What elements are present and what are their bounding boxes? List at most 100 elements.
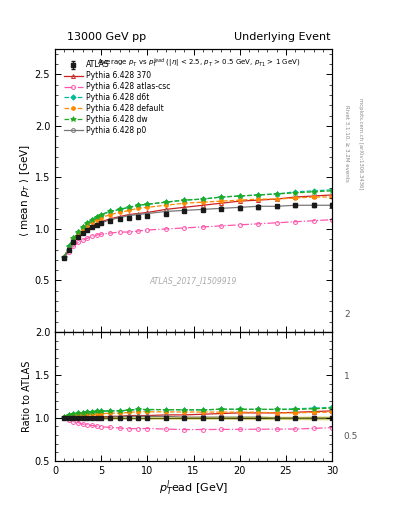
Pythia 6.428 p0 (90, 224, 94, 230)
Pythia 6.428 d6t (200, 196, 205, 202)
Pythia 6.428 dw (219, 194, 224, 200)
Pythia 6.428 atlas-csc (219, 223, 224, 229)
Pythia 6.428 d6t (311, 188, 316, 194)
Pythia 6.428 atlas-csc (66, 248, 71, 254)
Pythia 6.428 default (136, 205, 141, 211)
Pythia 6.428 d6t (182, 197, 187, 203)
Pythia 6.428 370 (99, 219, 104, 225)
Text: Underlying Event: Underlying Event (233, 32, 330, 42)
Pythia 6.428 atlas-csc (117, 229, 122, 235)
Pythia 6.428 p0 (293, 202, 298, 208)
Text: mcplots.cern.ch [arXiv:1306.3436]: mcplots.cern.ch [arXiv:1306.3436] (358, 98, 363, 189)
Pythia 6.428 dw (71, 235, 76, 241)
Pythia 6.428 370 (127, 211, 131, 218)
Pythia 6.428 default (127, 207, 131, 214)
Line: Pythia 6.428 default: Pythia 6.428 default (62, 195, 334, 259)
Pythia 6.428 default (182, 200, 187, 206)
Pythia 6.428 d6t (71, 235, 76, 241)
Pythia 6.428 default (311, 194, 316, 200)
Pythia 6.428 default (200, 199, 205, 205)
Pythia 6.428 dw (94, 214, 99, 220)
Pythia 6.428 d6t (127, 204, 131, 210)
Pythia 6.428 dw (117, 206, 122, 212)
Line: Pythia 6.428 370: Pythia 6.428 370 (62, 193, 334, 260)
Pythia 6.428 d6t (237, 193, 242, 199)
Pythia 6.428 atlas-csc (311, 218, 316, 224)
Pythia 6.428 370 (219, 200, 224, 206)
Pythia 6.428 atlas-csc (62, 255, 67, 261)
Pythia 6.428 370 (90, 223, 94, 229)
Pythia 6.428 dw (76, 229, 81, 235)
Pythia 6.428 370 (293, 194, 298, 200)
Pythia 6.428 default (274, 196, 279, 202)
Pythia 6.428 370 (71, 238, 76, 244)
Pythia 6.428 dw (81, 224, 85, 230)
Pythia 6.428 p0 (108, 217, 113, 223)
Pythia 6.428 dw (108, 208, 113, 215)
Pythia 6.428 p0 (71, 239, 76, 245)
Pythia 6.428 d6t (62, 254, 67, 260)
Text: 13000 GeV pp: 13000 GeV pp (67, 32, 146, 42)
Pythia 6.428 370 (94, 221, 99, 227)
Pythia 6.428 p0 (274, 203, 279, 209)
Pythia 6.428 p0 (85, 227, 90, 233)
X-axis label: $p_T^l$ead [GeV]: $p_T^l$ead [GeV] (159, 478, 228, 498)
Pythia 6.428 atlas-csc (94, 232, 99, 238)
Pythia 6.428 dw (90, 217, 94, 223)
Pythia 6.428 atlas-csc (293, 219, 298, 225)
Pythia 6.428 370 (76, 233, 81, 239)
Pythia 6.428 atlas-csc (200, 224, 205, 230)
Pythia 6.428 d6t (81, 224, 85, 230)
Pythia 6.428 default (219, 198, 224, 204)
Legend: ATLAS, Pythia 6.428 370, Pythia 6.428 atlas-csc, Pythia 6.428 d6t, Pythia 6.428 : ATLAS, Pythia 6.428 370, Pythia 6.428 at… (62, 58, 173, 137)
Pythia 6.428 default (85, 222, 90, 228)
Text: ATLAS_2017_I1509919: ATLAS_2017_I1509919 (150, 276, 237, 286)
Pythia 6.428 atlas-csc (71, 243, 76, 249)
Pythia 6.428 default (237, 197, 242, 203)
Text: Rivet 3.1.10, ≥ 3.2M events: Rivet 3.1.10, ≥ 3.2M events (344, 105, 349, 182)
Pythia 6.428 default (71, 236, 76, 242)
Pythia 6.428 default (163, 202, 168, 208)
Pythia 6.428 default (94, 217, 99, 223)
Pythia 6.428 dw (182, 197, 187, 203)
Pythia 6.428 d6t (90, 217, 94, 223)
Pythia 6.428 p0 (76, 234, 81, 240)
Pythia 6.428 dw (127, 204, 131, 210)
Pythia 6.428 d6t (256, 192, 261, 198)
Text: 2: 2 (344, 310, 349, 319)
Pythia 6.428 p0 (182, 207, 187, 214)
Pythia 6.428 370 (163, 206, 168, 212)
Pythia 6.428 dw (163, 199, 168, 205)
Text: 0.5: 0.5 (344, 432, 358, 441)
Pythia 6.428 atlas-csc (81, 237, 85, 243)
Pythia 6.428 default (66, 244, 71, 250)
Pythia 6.428 dw (293, 190, 298, 196)
Pythia 6.428 p0 (219, 205, 224, 211)
Pythia 6.428 default (76, 230, 81, 236)
Pythia 6.428 dw (62, 254, 67, 260)
Pythia 6.428 p0 (81, 230, 85, 236)
Pythia 6.428 dw (330, 188, 334, 194)
Pythia 6.428 atlas-csc (90, 233, 94, 239)
Pythia 6.428 default (117, 209, 122, 216)
Pythia 6.428 d6t (85, 220, 90, 226)
Pythia 6.428 dw (256, 192, 261, 198)
Text: Average $p_T$ vs $p_T^{lead}$ ($|\eta|$ < 2.5, $p_T$ > 0.5 GeV, $p_{T1}$ > 1 GeV: Average $p_T$ vs $p_T^{lead}$ ($|\eta|$ … (97, 57, 301, 71)
Pythia 6.428 370 (256, 197, 261, 203)
Pythia 6.428 dw (136, 202, 141, 208)
Y-axis label: Ratio to ATLAS: Ratio to ATLAS (22, 361, 32, 432)
Pythia 6.428 d6t (145, 201, 150, 207)
Pythia 6.428 dw (200, 196, 205, 202)
Line: Pythia 6.428 atlas-csc: Pythia 6.428 atlas-csc (62, 218, 334, 260)
Pythia 6.428 p0 (117, 215, 122, 221)
Pythia 6.428 d6t (330, 187, 334, 193)
Pythia 6.428 dw (274, 191, 279, 197)
Pythia 6.428 p0 (330, 202, 334, 208)
Pythia 6.428 default (108, 211, 113, 218)
Pythia 6.428 370 (182, 204, 187, 210)
Pythia 6.428 atlas-csc (136, 228, 141, 234)
Pythia 6.428 d6t (108, 208, 113, 215)
Y-axis label: $\langle$ mean $p_T$ $\rangle$ [GeV]: $\langle$ mean $p_T$ $\rangle$ [GeV] (18, 144, 32, 237)
Pythia 6.428 p0 (311, 202, 316, 208)
Pythia 6.428 370 (237, 198, 242, 204)
